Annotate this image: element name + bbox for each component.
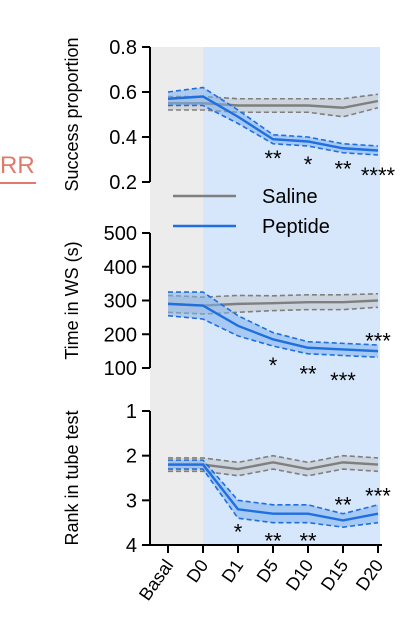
y-tick-label: 3 [126,490,137,512]
x-tick-label-d5: D5 [253,556,283,586]
significance-d10-time_ws: ** [299,361,317,386]
significance-d5-rank: ** [264,528,282,553]
labels: Success proportion ** * ** ****Time in WS (s… [62,37,396,553]
edge-label-underline [0,182,36,184]
y-axis-rank: 1 2 3 4 [126,401,151,557]
sem-upper-peptide [168,291,379,346]
y-tick-label: 300 [104,291,137,313]
y-axis-label-rank: Rank in tube test [62,410,82,545]
significance-d1-rank: * [234,519,243,544]
significance-d5-success: ** [264,146,282,171]
significance-d15-time_ws: *** [330,368,356,393]
x-tick-label-d1: D1 [218,556,248,586]
significance-d20-rank: *** [365,484,391,509]
y-axis-label-success: Success proportion [62,37,82,191]
significance-d20-success: **** [361,163,396,188]
y-tick-label: 0.2 [109,172,137,194]
significance-d15-success: ** [334,156,352,181]
panel-time_ws [167,291,379,358]
edge-label-rr: RR [0,152,35,179]
y-tick-label: 0.8 [109,37,137,59]
band-peptide [168,87,378,155]
y-axis-success: 0.2 0.4 0.6 0.8 [109,37,151,194]
legend-label-saline: Saline [262,186,318,208]
panel-rank [168,454,379,528]
sem-lower-saline [168,106,379,118]
x-tick-label-d10: D10 [282,556,317,595]
significance-d20-time_ws: *** [365,328,391,353]
y-axis-time_ws: 100 200 300 400 500 [104,223,151,380]
legend: Saline Peptide [173,186,330,238]
y-tick-label: 500 [104,223,137,245]
sem-lower-peptide [168,459,379,515]
x-tick-label-d20: D20 [352,556,387,595]
band-peptide [168,460,378,528]
significance-d15-rank: ** [334,493,352,518]
y-tick-label: 4 [126,535,137,557]
x-tick-label-d0: D0 [183,556,213,586]
significance-d10-success: * [304,152,313,177]
x-tick-label-d15: D15 [317,556,352,595]
series-peptide-time_ws [167,291,379,358]
y-tick-label: 2 [126,446,137,468]
sem-lower-peptide [167,314,379,358]
sem-lower-peptide [168,104,379,156]
sem-upper-peptide [168,468,379,528]
sem-upper-saline [168,468,379,477]
mean-line-peptide [168,463,379,522]
sem-lower-saline [168,454,379,464]
x-tick-label-basal: Basal [135,556,177,604]
panel-success [167,86,379,156]
sem-upper-peptide [167,86,379,147]
series-peptide-rank [168,459,379,528]
band-peptide [168,292,378,358]
y-tick-label: 0.6 [109,82,137,104]
y-tick-label: 1 [126,401,137,423]
y-tick-label: 400 [104,257,137,279]
y-tick-label: 100 [104,358,137,380]
data-series [167,86,379,528]
significance-d5-time_ws: * [269,353,278,378]
y-tick-label: 0.4 [109,127,137,149]
x-axis: Basal D0 D1 D5 D10 D15 D20 [135,544,387,604]
mean-line-peptide [167,302,379,353]
mean-line-peptide [167,95,379,152]
series-peptide-success [167,86,379,156]
significance-d10-rank: ** [299,528,317,553]
y-axis-label-time_ws: Time in WS (s) [62,241,82,359]
legend-label-peptide: Peptide [262,216,330,238]
y-tick-label: 200 [104,324,137,346]
